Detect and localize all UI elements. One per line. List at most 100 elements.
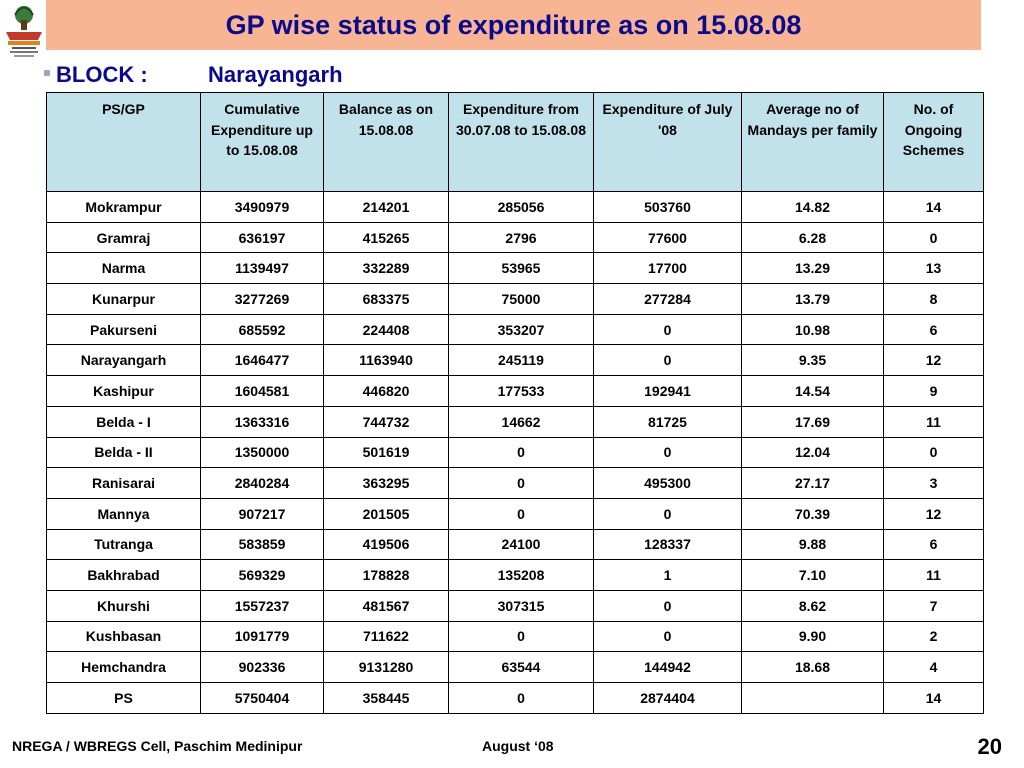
table-cell: 128337 [593, 528, 742, 561]
table-cell: 70.39 [741, 497, 884, 530]
table-cell: 683375 [323, 283, 449, 315]
table-cell: 1363316 [200, 405, 324, 438]
column-header: Average no of Mandays per family [741, 92, 884, 192]
table-cell: 419506 [323, 528, 449, 561]
table-row: Bakhrabad 569329 178828 135208 1 7.10 11 [46, 559, 984, 591]
table-cell: 0 [883, 221, 984, 254]
table-cell: 63544 [448, 651, 594, 683]
table-cell: 12.04 [741, 436, 884, 469]
table-cell: PS [46, 682, 201, 714]
table-cell: 907217 [200, 497, 324, 530]
table-cell: 363295 [323, 467, 449, 499]
column-header: Balance as on 15.08.08 [323, 92, 449, 192]
table-cell: 9.88 [741, 528, 884, 561]
table-cell: 446820 [323, 375, 449, 407]
table-row: Pakurseni 685592 224408 353207 0 10.98 6 [46, 313, 984, 346]
table-cell: Mokrampur [46, 191, 201, 223]
table-cell: 1604581 [200, 375, 324, 407]
title-bar: GP wise status of expenditure as on 15.0… [46, 0, 981, 50]
table-cell: Pakurseni [46, 313, 201, 346]
table-cell: 13.79 [741, 283, 884, 315]
table-cell: 0 [593, 620, 742, 653]
table-cell: Belda - I [46, 405, 201, 438]
table-cell: 636197 [200, 221, 324, 254]
table-cell: 0 [448, 497, 594, 530]
table-cell: 7.10 [741, 559, 884, 591]
table-row: Ranisarai 2840284 363295 0 495300 27.17 3 [46, 467, 984, 499]
table-body: Mokrampur 3490979 214201 285056 503760 14.82 1… [46, 191, 984, 714]
table-cell: 12 [883, 344, 984, 377]
table-row: PS 5750404 358445 0 2874404 14 [46, 682, 984, 714]
table-cell: Hemchandra [46, 651, 201, 683]
table-cell: Kunarpur [46, 283, 201, 315]
table-cell: Narma [46, 252, 201, 285]
table-cell: 13 [883, 252, 984, 285]
table-cell: 14.54 [741, 375, 884, 407]
table-cell: Narayangarh [46, 344, 201, 377]
table-cell: 3277269 [200, 283, 324, 315]
table-row: Mokrampur 3490979 214201 285056 503760 14.82 1… [46, 191, 984, 223]
table-cell: 285056 [448, 191, 594, 223]
table-cell: 14.82 [741, 191, 884, 223]
table-cell: 12 [883, 497, 984, 530]
table-cell: Khurshi [46, 589, 201, 622]
table-cell: 6.28 [741, 221, 884, 254]
expenditure-table: PS/GP Cumulative Expenditure up to 15.08.… [46, 92, 984, 714]
table-cell: 685592 [200, 313, 324, 346]
table-cell: 14 [883, 682, 984, 714]
table-cell: Belda - II [46, 436, 201, 469]
table-cell: 902336 [200, 651, 324, 683]
table-cell: 5750404 [200, 682, 324, 714]
table-cell: 0 [593, 589, 742, 622]
table-cell: 135208 [448, 559, 594, 591]
table-row: Hemchandra 902336 9131280 63544 144942 18.68 4 [46, 651, 984, 683]
table-cell: Kushbasan [46, 620, 201, 653]
table-cell: 2 [883, 620, 984, 653]
table-cell: 503760 [593, 191, 742, 223]
table-row: Gramraj 636197 415265 2796 77600 6.28 0 [46, 221, 984, 254]
table-cell: 53965 [448, 252, 594, 285]
column-header: Expenditure from 30.07.08 to 15.08.08 [448, 92, 594, 192]
table-cell: 1646477 [200, 344, 324, 377]
table-cell: Ranisarai [46, 467, 201, 499]
table-cell: 3490979 [200, 191, 324, 223]
table-cell: 711622 [323, 620, 449, 653]
table-cell: 1 [593, 559, 742, 591]
block-value: Narayangarh [208, 62, 343, 87]
table-cell: 744732 [323, 405, 449, 438]
table-cell: 224408 [323, 313, 449, 346]
table-cell: 2840284 [200, 467, 324, 499]
table-cell: 332289 [323, 252, 449, 285]
table-cell: 9.90 [741, 620, 884, 653]
table-cell: 81725 [593, 405, 742, 438]
table-cell: 9.35 [741, 344, 884, 377]
table-row: Kashipur 1604581 446820 177533 192941 14.54 9 [46, 375, 984, 407]
table-cell: 277284 [593, 283, 742, 315]
table-cell: 358445 [323, 682, 449, 714]
table-cell: 2796 [448, 221, 594, 254]
table-cell: 6 [883, 313, 984, 346]
table-cell: 178828 [323, 559, 449, 591]
table-cell: 1163940 [323, 344, 449, 377]
page-number: 20 [977, 734, 1002, 759]
table-cell: 17.69 [741, 405, 884, 438]
column-header: Expenditure of July '08 [593, 92, 742, 192]
bullet-marker [44, 70, 50, 76]
table-cell: 18.68 [741, 651, 884, 683]
column-header: PS/GP [46, 92, 201, 192]
table-cell: 214201 [323, 191, 449, 223]
table-row: Tutranga 583859 419506 24100 128337 9.88 6 [46, 528, 984, 561]
table-cell: 75000 [448, 283, 594, 315]
table-cell: 7 [883, 589, 984, 622]
page-title: GP wise status of expenditure as on 15.0… [225, 9, 802, 40]
table-cell: 14 [883, 191, 984, 223]
table-cell: 1350000 [200, 436, 324, 469]
table-cell: Tutranga [46, 528, 201, 561]
table-row: Belda - I 1363316 744732 14662 81725 17.69 11 [46, 405, 984, 438]
table-row: Kunarpur 3277269 683375 75000 277284 13.79 8 [46, 283, 984, 315]
table-cell: 13.29 [741, 252, 884, 285]
table-cell: 6 [883, 528, 984, 561]
table-cell: 0 [593, 313, 742, 346]
table-cell: 353207 [448, 313, 594, 346]
block-line: BLOCK : Narayangarh [56, 60, 343, 90]
